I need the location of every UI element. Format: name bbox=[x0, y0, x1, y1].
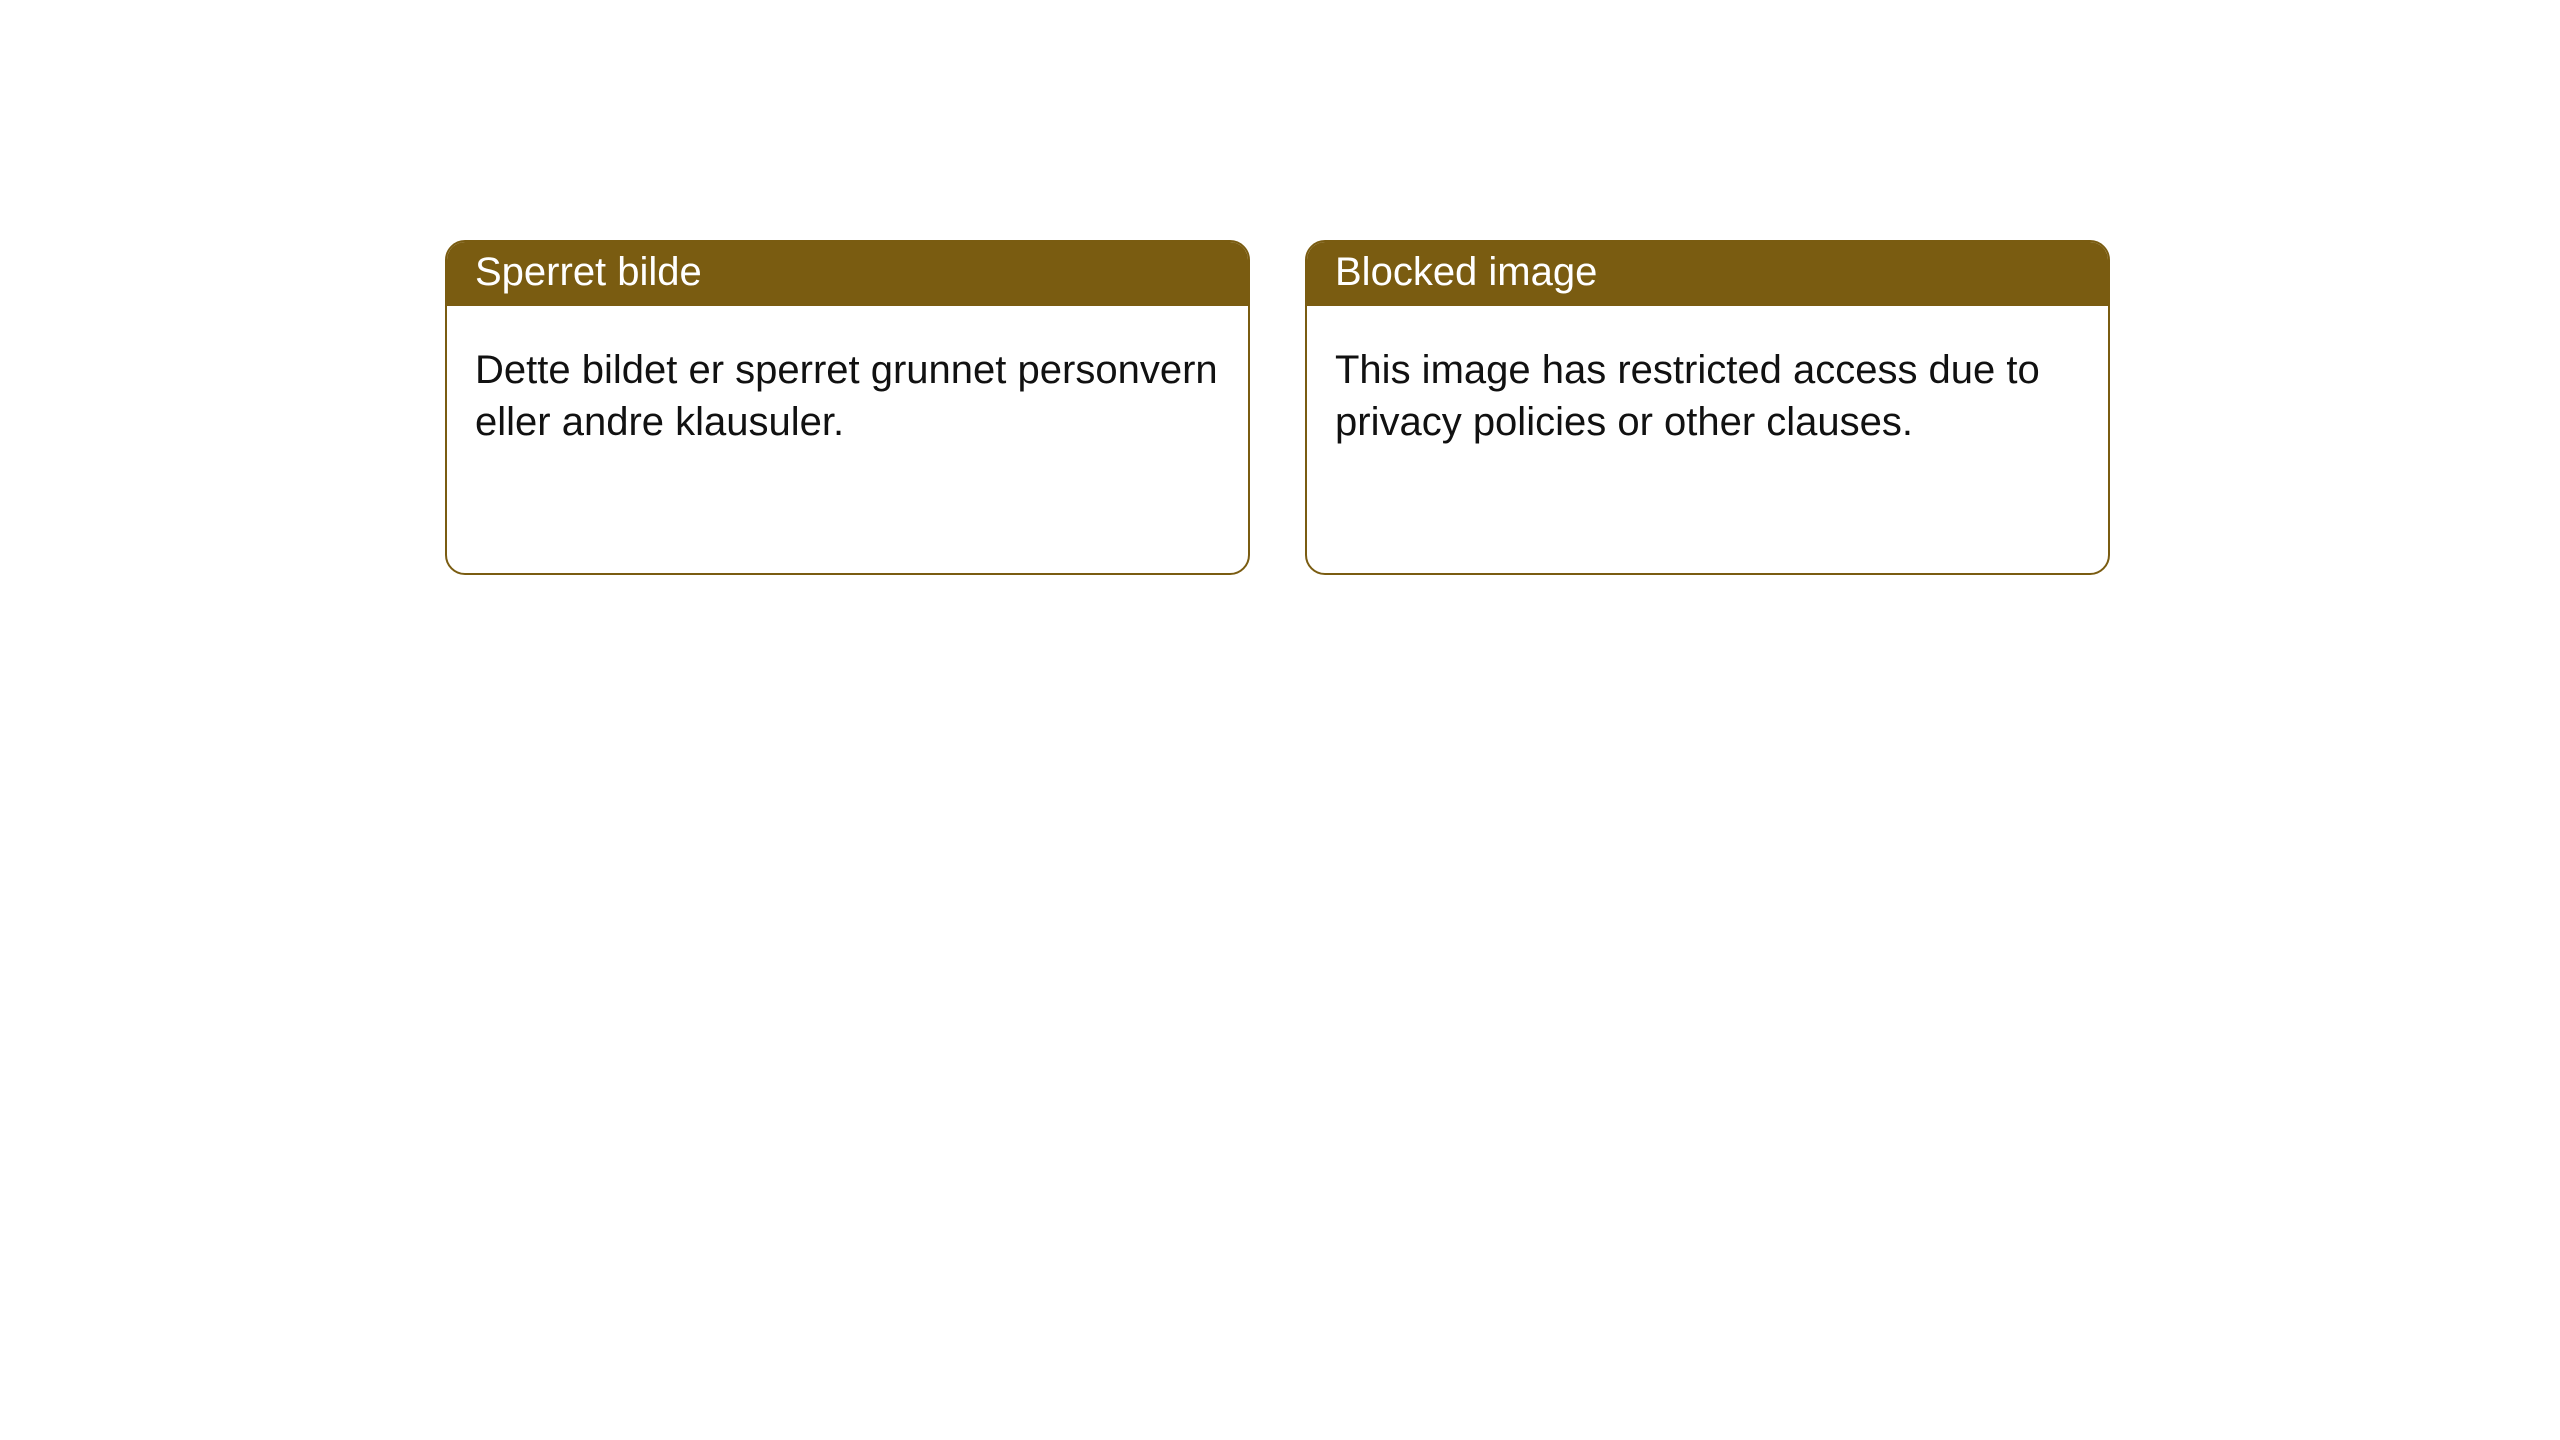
notice-card-no: Sperret bilde Dette bildet er sperret gr… bbox=[445, 240, 1250, 575]
notice-title-no: Sperret bilde bbox=[447, 242, 1248, 306]
notice-container: Sperret bilde Dette bildet er sperret gr… bbox=[0, 0, 2560, 575]
notice-body-en: This image has restricted access due to … bbox=[1307, 306, 2108, 486]
notice-card-en: Blocked image This image has restricted … bbox=[1305, 240, 2110, 575]
notice-title-en: Blocked image bbox=[1307, 242, 2108, 306]
notice-body-no: Dette bildet er sperret grunnet personve… bbox=[447, 306, 1248, 486]
